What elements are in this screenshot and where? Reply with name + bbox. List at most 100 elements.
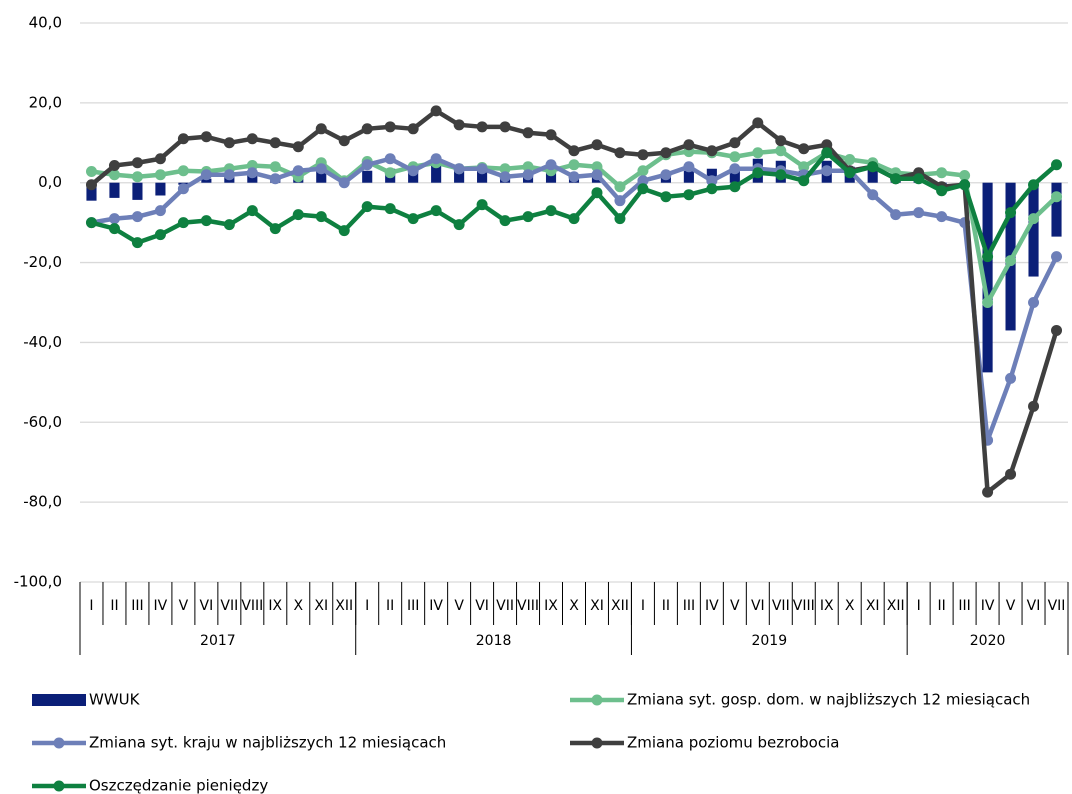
marker (614, 213, 626, 225)
x-tick-label: VII (1048, 598, 1066, 614)
marker (361, 123, 373, 135)
legend-label: Zmiana syt. kraju w najbliższych 12 mies… (89, 734, 446, 752)
marker (683, 139, 695, 151)
x-tick-label: XII (335, 598, 353, 614)
x-tick-label: XII (887, 598, 905, 614)
marker (729, 163, 741, 175)
y-tick-label: -60,0 (23, 413, 62, 431)
marker (568, 171, 580, 183)
marker (775, 145, 787, 157)
marker (453, 163, 465, 175)
marker (246, 167, 258, 179)
legend-swatch (591, 694, 603, 706)
marker (200, 169, 212, 181)
y-tick-label: -20,0 (23, 253, 62, 271)
marker (890, 209, 902, 221)
marker (338, 177, 350, 189)
marker (844, 154, 856, 166)
marker (223, 169, 235, 181)
legend-label: Oszczędzanie pieniędzy (89, 777, 268, 794)
marker (1028, 213, 1040, 225)
bar (477, 170, 488, 183)
marker (338, 225, 350, 237)
marker (591, 161, 603, 173)
marker (913, 207, 925, 219)
bar (86, 182, 97, 201)
marker (568, 213, 580, 225)
marker (614, 147, 626, 159)
marker (200, 131, 212, 143)
marker (177, 217, 189, 229)
marker (591, 169, 603, 181)
marker (85, 166, 97, 178)
marker (1028, 400, 1040, 412)
marker (775, 169, 787, 181)
x-tick-label: V (1006, 598, 1016, 614)
marker (545, 129, 557, 141)
marker (108, 160, 120, 172)
marker (982, 297, 994, 308)
marker (131, 237, 143, 249)
x-tick-label: II (937, 598, 945, 614)
marker (1051, 191, 1063, 203)
x-tick-label: II (386, 598, 394, 614)
marker (453, 119, 465, 131)
x-tick-label: I (917, 598, 921, 614)
marker (200, 215, 212, 227)
bar (431, 164, 442, 183)
marker (1028, 297, 1040, 308)
x-tick-label: I (89, 598, 93, 614)
marker (407, 165, 419, 177)
marker (108, 213, 120, 225)
x-tick-label: VII (496, 598, 514, 614)
marker (269, 223, 281, 235)
legend-label: WWUK (89, 691, 141, 709)
marker (959, 170, 971, 182)
x-tick-label: IX (544, 598, 558, 614)
marker (476, 199, 488, 211)
x-tick-label: IV (154, 598, 168, 614)
marker (821, 165, 833, 177)
y-tick-label: 0,0 (38, 173, 62, 191)
marker (775, 135, 787, 147)
bar (729, 168, 740, 183)
marker (384, 121, 396, 133)
marker (430, 105, 442, 117)
marker (522, 127, 534, 139)
marker (384, 167, 396, 179)
legend-swatch (591, 737, 603, 749)
x-tick-label: IX (820, 598, 834, 614)
marker (85, 217, 97, 229)
year-label: 2017 (200, 633, 236, 649)
y-tick-label: -80,0 (23, 493, 62, 511)
marker (729, 151, 741, 163)
x-tick-label: III (958, 598, 970, 614)
legend-label: Zmiana syt. gosp. dom. w najbliższych 12… (627, 691, 1030, 709)
marker (637, 149, 649, 161)
x-tick-label: IV (981, 598, 995, 614)
x-tick-label: XII (611, 598, 629, 614)
x-tick-label: III (131, 598, 143, 614)
marker (637, 175, 649, 187)
marker (752, 117, 764, 129)
x-tick-label: III (683, 598, 695, 614)
marker (867, 189, 879, 201)
marker (568, 145, 580, 157)
marker (522, 211, 534, 223)
marker (568, 159, 580, 171)
marker (246, 133, 258, 145)
bar (408, 172, 419, 183)
x-tick-label: VII (772, 598, 790, 614)
marker (384, 153, 396, 165)
marker (545, 205, 557, 217)
marker (453, 219, 465, 231)
marker (499, 163, 511, 175)
marker (361, 159, 373, 171)
marker (1005, 207, 1017, 219)
marker (154, 229, 166, 241)
x-tick-label: V (454, 598, 464, 614)
marker (752, 167, 764, 179)
bar (454, 170, 465, 183)
marker (637, 183, 649, 195)
marker (1028, 179, 1040, 191)
